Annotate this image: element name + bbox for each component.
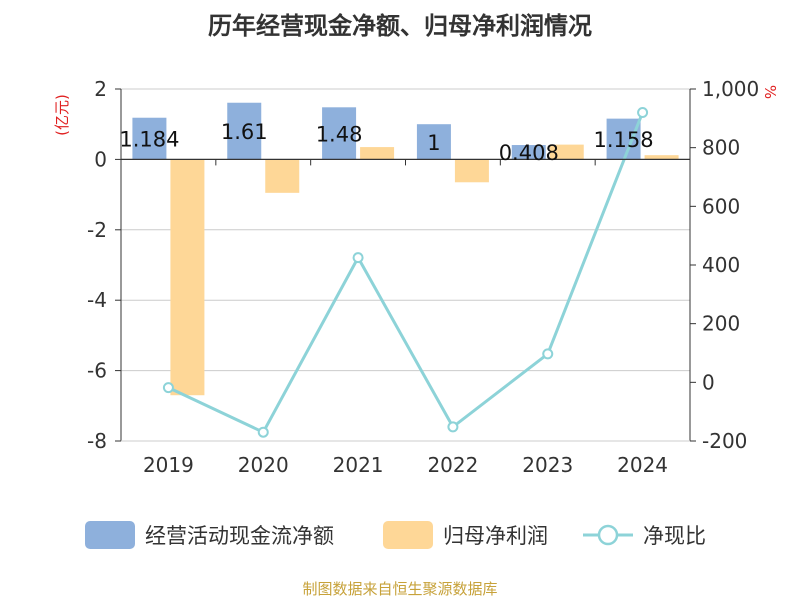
point-cash-ratio-2021 xyxy=(352,252,364,264)
left-tick-label: -2 xyxy=(87,218,107,242)
legend-label-cashflow: 经营活动现金流净额 xyxy=(145,524,334,548)
legend-label-cash-ratio: 净现比 xyxy=(643,524,706,548)
legend-swatch-cashflow xyxy=(85,521,135,549)
bar-cashflow-2019 xyxy=(132,117,167,160)
right-tick-label: -200 xyxy=(702,429,747,453)
grid-lines xyxy=(121,88,690,442)
right-tick-label: 800 xyxy=(702,136,740,160)
bar-netprofit-2021 xyxy=(360,147,395,160)
x-tick-label: 2021 xyxy=(333,453,384,477)
legend: 经营活动现金流净额 归母净利润 净现比 xyxy=(85,521,706,549)
legend-marker-cash-ratio xyxy=(597,524,619,546)
x-tick-label: 2024 xyxy=(617,453,668,477)
left-tick-label: -8 xyxy=(87,429,107,453)
right-tick-label: 200 xyxy=(702,312,740,336)
data-label-cashflow-2021: 1.48 xyxy=(316,122,363,146)
left-tick-label: 2 xyxy=(94,77,107,101)
left-tick-label: -4 xyxy=(87,288,107,312)
data-label-cashflow-2024: 1.158 xyxy=(594,128,654,152)
left-axis-unit: (亿元) xyxy=(53,94,71,136)
source-footer: 制图数据来自恒生聚源数据库 xyxy=(302,580,498,598)
data-label-cashflow-2019: 1.184 xyxy=(119,128,179,152)
chart-title: 历年经营现金净额、归母净利润情况 xyxy=(208,12,592,40)
right-tick-label: 600 xyxy=(702,194,740,218)
point-cash-ratio-2023 xyxy=(542,348,554,360)
bar-netprofit-2022 xyxy=(454,159,489,183)
legend-label-netprofit: 归母净利润 xyxy=(443,524,548,548)
point-cash-ratio-2019 xyxy=(162,382,174,394)
right-tick-label: 1,000 xyxy=(702,77,759,101)
data-label-cashflow-2023: 0.408 xyxy=(499,141,559,165)
bar-netprofit-2019 xyxy=(170,159,205,396)
bar-cashflow-2024 xyxy=(606,118,641,160)
point-cash-ratio-2024 xyxy=(637,106,649,118)
bar-netprofit-2023 xyxy=(549,144,584,160)
line-series xyxy=(162,106,649,438)
x-tick-label: 2022 xyxy=(427,453,478,477)
point-cash-ratio-2020 xyxy=(257,426,269,438)
bar-cashflow-2023 xyxy=(511,145,546,160)
x-tick-label: 2019 xyxy=(143,453,194,477)
bar-cashflow-2021 xyxy=(322,107,357,160)
legend-swatch-netprofit xyxy=(383,521,433,549)
data-label-cashflow-2022: 1 xyxy=(427,131,440,155)
bar-cashflow-2020 xyxy=(227,102,262,160)
left-tick-label: -6 xyxy=(87,359,107,383)
data-labels: 1.184 1.61 1.48 1 0.408 1.158 xyxy=(119,120,653,165)
right-tick-label: 0 xyxy=(702,370,715,394)
x-tick-label: 2023 xyxy=(522,453,573,477)
x-tick-label: 2020 xyxy=(238,453,289,477)
right-axis-unit: % xyxy=(761,85,779,99)
point-cash-ratio-2022 xyxy=(447,421,459,433)
right-tick-label: 400 xyxy=(702,253,740,277)
line-cash-ratio xyxy=(167,111,644,435)
left-tick-label: 0 xyxy=(94,147,107,171)
bar-cashflow-2022 xyxy=(416,124,451,160)
axes: 2 0 -2 -4 -6 -8 1,000 800 600 400 200 0 -200 2019 2020… xyxy=(53,77,779,477)
bar-series xyxy=(132,102,679,396)
bar-netprofit-2024 xyxy=(644,155,679,160)
data-label-cashflow-2020: 1.61 xyxy=(221,120,268,144)
bar-netprofit-2020 xyxy=(265,159,300,193)
